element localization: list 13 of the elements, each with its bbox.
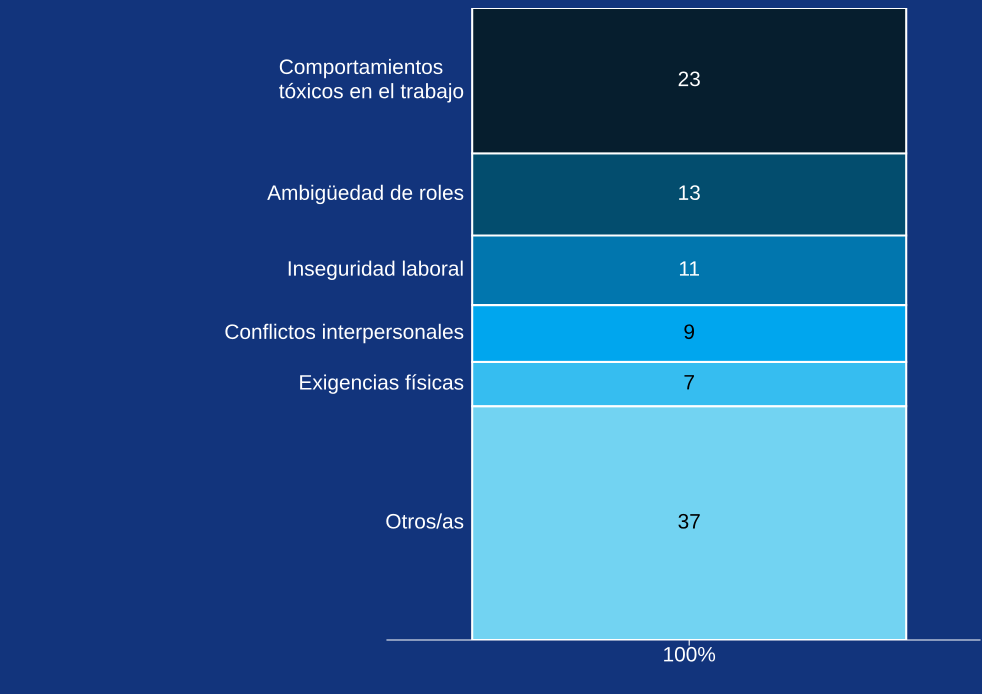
data-label: 9 [684,324,694,340]
series-label: Comportamientos tóxicos en el trabajo [279,58,464,103]
data-label: 37 [678,514,700,529]
data-label: 23 [678,72,700,86]
data-label: 13 [679,185,700,200]
series-label: Ambigüedad de roles [267,184,464,204]
series-label: Inseguridad laboral [288,260,463,280]
data-label: 11 [680,261,699,276]
series-label: Exigencias físicas [300,374,464,394]
series-label: Otros/as [386,513,464,529]
series-label: Conflictos interpersonales [225,324,464,344]
text: 100% [664,646,716,662]
data-label: 7 [684,375,694,390]
